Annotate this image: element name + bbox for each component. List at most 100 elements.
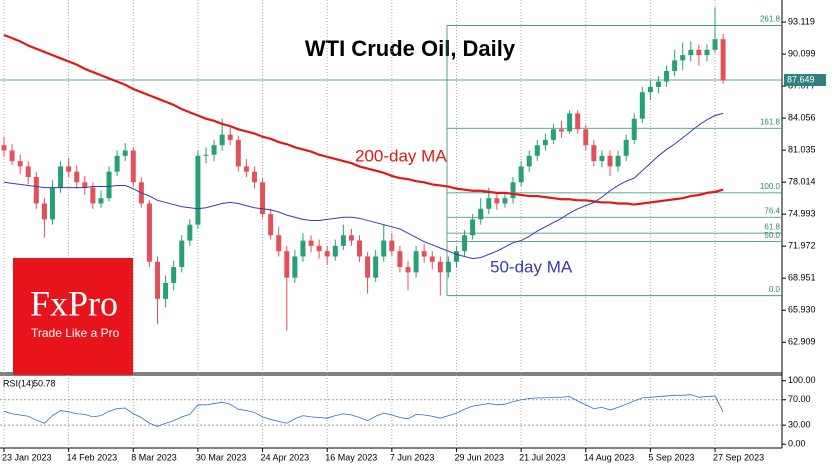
brand-tagline: Trade Like a Pro [31, 326, 120, 340]
candle-body [106, 171, 112, 199]
x-tick-label: 27 Sep 2023 [713, 452, 764, 462]
candle-body [534, 145, 540, 156]
x-tick-label: 29 Jun 2023 [454, 452, 504, 462]
y-tick-label: 62.909 [788, 337, 816, 347]
candle-body [324, 251, 330, 257]
candle-body [74, 171, 80, 183]
rsi-y-tick-label: 100.00 [788, 375, 816, 385]
candle-body [510, 182, 516, 199]
candle-body [421, 251, 427, 257]
candle-body [9, 150, 15, 162]
candle-body [260, 182, 266, 215]
last-price-box [784, 74, 826, 87]
candle-body [1, 145, 7, 151]
candle-body [583, 129, 589, 146]
x-tick-label: 30 Mar 2023 [196, 452, 247, 462]
candle-body [268, 214, 274, 236]
candle-body [462, 235, 468, 252]
candle-body [357, 240, 363, 257]
candle-body [720, 39, 726, 81]
candle-body [365, 256, 371, 278]
candle-body [453, 251, 459, 262]
fib-label: 261.8 [760, 15, 781, 24]
rsi-line [3, 394, 724, 427]
candle-body [429, 256, 435, 262]
candle-body [130, 150, 136, 183]
candle-body [655, 81, 661, 87]
candle-body [518, 166, 524, 183]
candle-body [494, 198, 500, 204]
rsi-y-tick-label: 0.00 [788, 439, 806, 449]
chart-title: WTI Crude Oil, Daily [305, 36, 516, 61]
fib-label: 50.0 [764, 231, 780, 240]
candle-body [276, 235, 282, 252]
last-price-label: 87.649 [787, 74, 815, 84]
candle-body [647, 86, 653, 93]
candle-body [17, 161, 23, 167]
x-tick-label: 24 Apr 2023 [261, 452, 310, 462]
candle-body [66, 166, 72, 172]
y-tick-label: 71.972 [788, 241, 816, 251]
candle-body [179, 240, 185, 268]
series-annotation: 200-day MA [355, 146, 447, 165]
candle-body [122, 150, 128, 156]
x-tick-label: 16 May 2023 [325, 452, 377, 462]
candle-body [664, 71, 670, 82]
candle-body [58, 166, 64, 188]
rsi-y-tick-label: 70.00 [788, 394, 811, 404]
series-annotation: 50-day MA [490, 257, 573, 276]
candle-body [559, 129, 565, 132]
candle-body [49, 187, 55, 220]
candle-body [163, 282, 169, 299]
candle-body [397, 251, 403, 268]
x-tick-label: 21 Jul 2023 [519, 452, 566, 462]
candle-body [332, 245, 338, 257]
candle-body [114, 155, 120, 172]
candle-body [203, 154, 209, 156]
candle-body [550, 129, 556, 140]
candle-body [381, 240, 387, 257]
y-tick-label: 65.930 [788, 305, 816, 315]
x-tick-label: 23 Jan 2023 [2, 452, 52, 462]
candle-body [235, 139, 241, 167]
candle-body [623, 139, 629, 156]
candle-body [98, 198, 104, 204]
candle-body [300, 240, 306, 257]
candle-body [389, 240, 395, 252]
y-tick-label: 78.014 [788, 177, 816, 187]
fib-label: 0.0 [769, 285, 781, 294]
candle-body [227, 134, 233, 140]
candle-body [575, 113, 581, 130]
fib-label: 61.8 [764, 222, 780, 231]
candle-body [90, 187, 96, 204]
rsi-y-tick-label: 30.00 [788, 420, 811, 430]
rsi-name: RSI(14) [3, 378, 34, 388]
y-tick-label: 90.099 [788, 48, 816, 58]
y-tick-label: 68.951 [788, 273, 816, 283]
candle-body [82, 182, 88, 188]
fib-label: 76.4 [764, 206, 780, 215]
candle-body [526, 155, 532, 167]
candle-body [33, 176, 39, 204]
x-tick-label: 7 Jun 2023 [390, 452, 435, 462]
candle-body [340, 235, 346, 246]
candle-body [696, 49, 702, 56]
candle-body [25, 166, 31, 177]
candle-body [631, 118, 637, 140]
candle-body [308, 240, 314, 246]
brand-name: FxPro [30, 283, 118, 323]
candle-body [615, 155, 621, 167]
candle-body [688, 49, 694, 56]
candle-body [567, 113, 573, 132]
candle-body [486, 198, 492, 209]
candle-body [171, 267, 177, 283]
x-tick-label: 8 Mar 2023 [131, 452, 177, 462]
candle-body [195, 155, 201, 225]
candle-body [284, 251, 290, 278]
x-tick-label: 5 Sep 2023 [648, 452, 694, 462]
candle-body [373, 256, 379, 278]
candle-body [155, 261, 161, 299]
candle-body [639, 92, 645, 119]
candle-body [251, 171, 257, 183]
